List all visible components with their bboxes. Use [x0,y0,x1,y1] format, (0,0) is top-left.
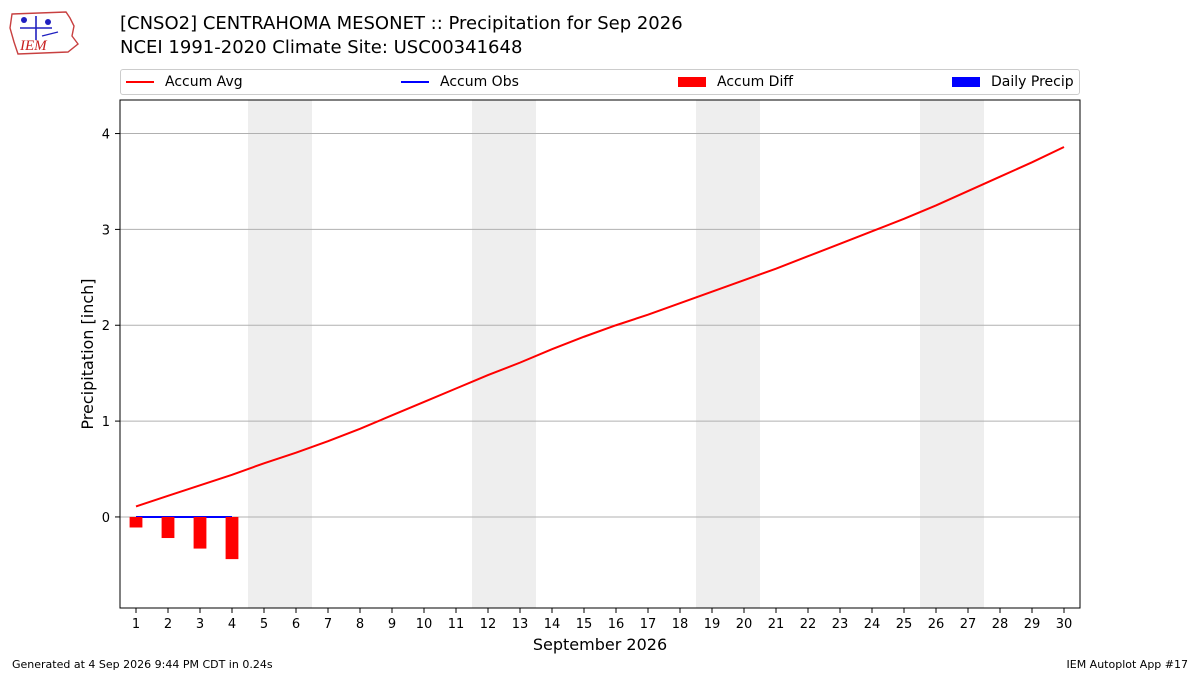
x-tick-label: 4 [228,617,236,632]
chart-subtitle: NCEI 1991-2020 Climate Site: USC00341648 [120,37,523,58]
legend-label: Accum Obs [440,74,519,90]
legend-item-accum-diff: Accum Diff [678,70,793,94]
x-tick-label: 23 [832,617,849,632]
x-tick-label: 6 [292,617,300,632]
legend-swatch-daily-precip [952,77,980,87]
iem-logo: IEM [9,11,79,55]
x-tick-label: 9 [388,617,396,632]
x-tick-label: 7 [324,617,332,632]
x-tick-label: 30 [1056,617,1073,632]
x-axis-label: September 2026 [533,635,667,654]
x-tick-label: 16 [608,617,625,632]
weekend-shade [696,100,760,608]
chart-title: [CNSO2] CENTRAHOMA MESONET :: Precipitat… [120,13,683,34]
bar-accum-diff [129,516,143,528]
x-tick-label: 19 [704,617,721,632]
line-accum-avg [135,146,1065,508]
x-tick-label: 15 [576,617,593,632]
x-tick-label: 10 [416,617,433,632]
legend-swatch-accum-avg [126,81,154,83]
x-tick-label: 28 [992,617,1009,632]
x-tick-label: 3 [196,617,204,632]
weekend-shade [920,100,984,608]
x-tick-label: 25 [896,617,913,632]
x-tick-label: 2 [164,617,172,632]
legend-swatch-accum-obs [401,81,429,83]
legend-item-accum-obs: Accum Obs [401,70,519,94]
legend-swatch-accum-diff [678,77,706,87]
legend-label: Accum Avg [165,74,243,90]
bar-accum-diff [193,516,207,549]
y-tick-label: 3 [102,223,110,238]
chart-legend: Accum Avg Accum Obs Accum Diff Daily Pre… [120,69,1080,95]
x-tick-label: 29 [1024,617,1041,632]
x-tick-label: 21 [768,617,785,632]
x-tick-label: 8 [356,617,364,632]
x-tick-label: 1 [132,617,140,632]
y-axis-label: Precipitation [inch] [78,278,97,429]
logo-text: IEM [19,38,48,54]
legend-label: Daily Precip [991,74,1074,90]
x-tick-label: 5 [260,617,268,632]
x-tick-label: 24 [864,617,881,632]
x-tick-label: 17 [640,617,657,632]
bar-accum-diff [225,516,239,560]
legend-item-daily-precip: Daily Precip [952,70,1074,94]
plot-frame [119,99,1081,609]
x-tick-label: 18 [672,617,689,632]
x-tick-label: 12 [480,617,497,632]
x-tick-label: 27 [960,617,977,632]
x-tick-label: 13 [512,617,529,632]
legend-item-accum-avg: Accum Avg [126,70,243,94]
x-tick-label: 22 [800,617,817,632]
x-tick-label: 20 [736,617,753,632]
y-tick-label: 4 [102,128,110,143]
x-tick-label: 14 [544,617,561,632]
weekend-shade [472,100,536,608]
x-tick-label: 11 [448,617,465,632]
y-tick-label: 2 [102,319,110,334]
bar-accum-diff [161,516,175,539]
y-tick-label: 0 [102,511,110,526]
legend-label: Accum Diff [717,74,794,90]
y-tick-label: 1 [102,415,110,430]
x-tick-label: 26 [928,617,945,632]
weekend-shade [248,100,312,608]
generated-note: Generated at 4 Sep 2026 9:44 PM CDT in 0… [12,658,273,671]
app-note: IEM Autoplot App #17 [1066,658,1189,671]
